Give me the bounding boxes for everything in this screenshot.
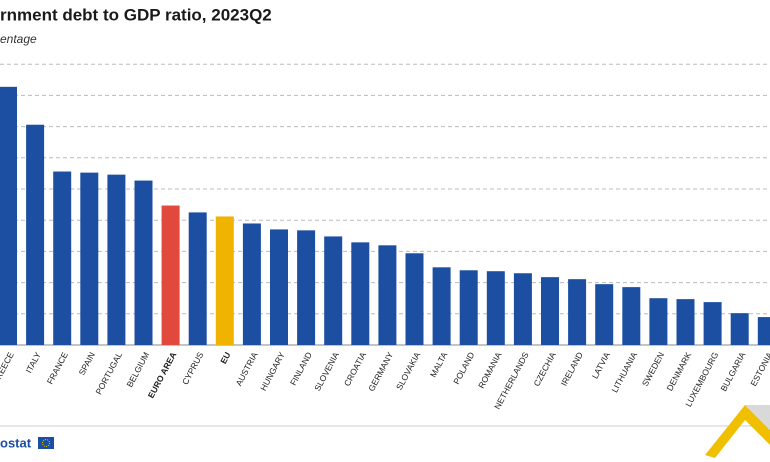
- bar: [270, 229, 288, 345]
- bar: [26, 124, 45, 345]
- bar: [324, 236, 343, 345]
- x-tick-label: FINLAND: [288, 350, 314, 387]
- x-tick-label: SLOVENIA: [312, 350, 341, 393]
- bar: [568, 279, 587, 345]
- bar: [595, 284, 614, 345]
- bar: [161, 205, 180, 345]
- bar: [351, 242, 370, 345]
- bar: [405, 253, 424, 345]
- x-tick-label: BULGARIA: [718, 350, 747, 393]
- bar: [188, 212, 207, 345]
- bar: [378, 245, 397, 345]
- bar: [134, 180, 153, 345]
- bar: [622, 287, 641, 345]
- x-tick-label: ITALY: [24, 350, 43, 375]
- x-tick-label: POLAND: [451, 350, 476, 386]
- bar: [541, 277, 559, 345]
- x-tick-label: CYPRUS: [180, 350, 206, 386]
- chart-title: rnment debt to GDP ratio, 2023Q2: [0, 5, 272, 24]
- logo-chevron: [705, 405, 770, 458]
- x-tick-label: AUSTRIA: [234, 350, 260, 388]
- x-tick-label: ESTONIA: [748, 350, 770, 388]
- x-tick-label: LATVIA: [590, 350, 612, 380]
- bar: [730, 313, 749, 345]
- x-tick-label: GERMANY: [366, 350, 395, 393]
- x-tick-label: CROATIA: [342, 350, 368, 388]
- x-tick-label: LITHUANIA: [609, 350, 639, 394]
- x-tick-label: SWEDEN: [640, 350, 666, 388]
- x-tick-label: MALTA: [428, 350, 450, 379]
- bar: [80, 172, 99, 345]
- x-tick-label: EU: [218, 350, 232, 365]
- x-tick-label: PORTUGAL: [93, 350, 124, 396]
- x-tick-label: CZECHIA: [531, 350, 557, 388]
- bar: [107, 174, 126, 345]
- x-tick-label: FRANCE: [45, 350, 70, 386]
- bar: [297, 230, 316, 345]
- eu-flag: [38, 437, 54, 449]
- x-tick-label: ROMANIA: [476, 350, 504, 390]
- bar: [649, 298, 668, 345]
- x-tick-label: REECE: [0, 350, 16, 381]
- x-tick-label: IRELAND: [559, 350, 585, 387]
- bar: [215, 216, 234, 345]
- bar: [432, 267, 451, 345]
- x-tick-label: SLOVAKIA: [394, 350, 422, 392]
- bar: [459, 270, 478, 345]
- bar: [757, 317, 770, 345]
- bar: [53, 171, 72, 345]
- bar: [0, 86, 17, 345]
- bar: [703, 302, 722, 345]
- bar: [486, 271, 505, 345]
- bar: [242, 223, 261, 345]
- x-tick-label: HUNGARY: [258, 350, 287, 392]
- x-tick-label: DENMARK: [664, 350, 693, 393]
- chart-subtitle: entage: [0, 32, 37, 46]
- bar: [513, 273, 532, 345]
- x-tick-label: SPAIN: [77, 350, 98, 377]
- x-tick-label: EURO AREA: [146, 350, 179, 399]
- footer-source: ostat: [0, 435, 32, 450]
- bar: [676, 299, 695, 345]
- x-tick-label: BELGIUM: [124, 350, 151, 388]
